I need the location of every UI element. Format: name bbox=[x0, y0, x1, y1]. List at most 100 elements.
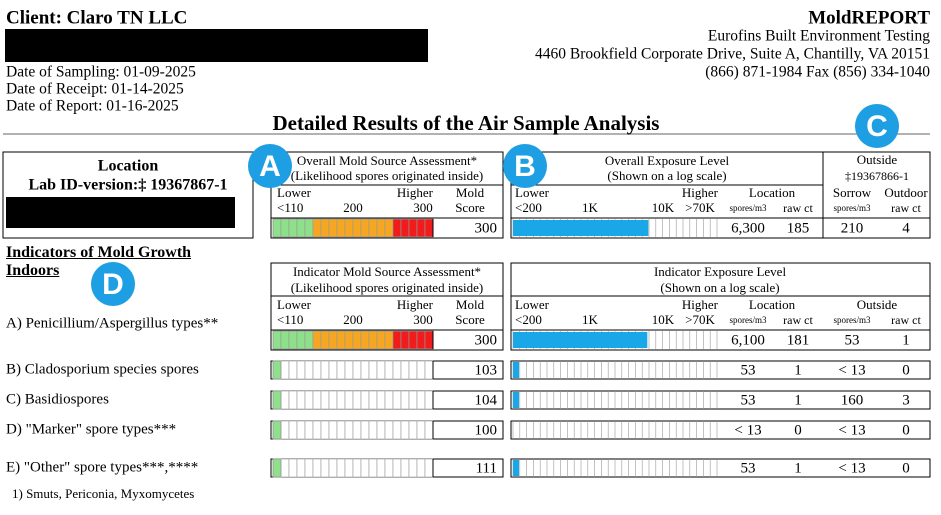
value: 0 bbox=[902, 422, 910, 438]
score-cell bbox=[376, 458, 386, 478]
score-cell bbox=[280, 360, 290, 380]
score-cell bbox=[392, 390, 402, 410]
callout bbox=[855, 104, 899, 148]
column-heading: Sorrow bbox=[833, 185, 872, 200]
row-box bbox=[510, 458, 931, 478]
row-box bbox=[510, 390, 931, 410]
value: 6,100 bbox=[731, 332, 765, 348]
score-cell bbox=[400, 218, 410, 238]
callout bbox=[91, 262, 135, 306]
score-cell bbox=[376, 330, 386, 350]
redaction bbox=[6, 197, 235, 228]
score-cell bbox=[344, 458, 354, 478]
score: 300 bbox=[475, 220, 498, 236]
score-cell bbox=[424, 420, 434, 440]
score-cell bbox=[328, 390, 338, 410]
label: Lower bbox=[277, 185, 312, 200]
score-cell bbox=[352, 360, 362, 380]
value: 1 bbox=[794, 460, 802, 476]
score-cell bbox=[336, 360, 346, 380]
score-cell bbox=[368, 458, 378, 478]
label: spores/m3 bbox=[834, 315, 871, 325]
exposure-fill bbox=[513, 220, 649, 236]
label: >70K bbox=[685, 200, 715, 215]
score-cell bbox=[416, 360, 426, 380]
score-cell bbox=[320, 390, 330, 410]
score-cell bbox=[312, 330, 322, 350]
label: <110 bbox=[277, 312, 303, 327]
value: < 13 bbox=[734, 422, 761, 438]
mold-box bbox=[270, 151, 504, 239]
label: 1K bbox=[582, 200, 599, 215]
score-cell bbox=[272, 458, 282, 478]
score-cell bbox=[336, 420, 346, 440]
score-cell bbox=[408, 390, 418, 410]
date: Date of Sampling: 01-09-2025 bbox=[6, 64, 196, 81]
row-label: C) Basidiospores bbox=[6, 391, 109, 407]
score-cell bbox=[376, 420, 386, 440]
score-cell bbox=[384, 360, 394, 380]
lab-id: Lab ID-version:‡ 19367867-1 bbox=[28, 177, 227, 194]
score-cell bbox=[392, 360, 402, 380]
score-cell bbox=[320, 360, 330, 380]
location-heading: Location bbox=[98, 158, 159, 175]
score-cell bbox=[272, 420, 282, 440]
row-box bbox=[510, 360, 931, 380]
callout-letter: A bbox=[259, 150, 281, 183]
score-cell bbox=[296, 218, 306, 238]
exposure-fill bbox=[513, 362, 519, 378]
label: spores/m3 bbox=[730, 315, 767, 325]
score-cell bbox=[360, 458, 370, 478]
exposure-fill bbox=[513, 392, 519, 408]
box-subtitle: (Likelihood spores originated inside) bbox=[291, 280, 483, 295]
label: 1K bbox=[582, 312, 599, 327]
value: 4 bbox=[902, 220, 910, 236]
score-cell bbox=[344, 390, 354, 410]
callout-letter: D bbox=[102, 268, 124, 301]
score-cell bbox=[352, 218, 362, 238]
score-cell bbox=[328, 218, 338, 238]
score-cell bbox=[312, 420, 322, 440]
value: 1 bbox=[794, 362, 802, 378]
label: Location bbox=[749, 297, 796, 312]
score-cell bbox=[408, 458, 418, 478]
exposure-fill bbox=[513, 460, 519, 476]
score-cell bbox=[336, 330, 346, 350]
phone: (866) 871-1984 Fax (856) 334-1040 bbox=[705, 64, 930, 81]
score: 104 bbox=[475, 392, 498, 408]
score-cell bbox=[304, 218, 314, 238]
score-cell bbox=[336, 218, 346, 238]
mold-box bbox=[270, 262, 504, 351]
score: 111 bbox=[476, 460, 497, 476]
score-cell bbox=[368, 330, 378, 350]
score-cell bbox=[280, 330, 290, 350]
label: 10K bbox=[652, 200, 675, 215]
score-cell bbox=[360, 360, 370, 380]
location-box bbox=[2, 151, 254, 239]
label: spores/m3 bbox=[834, 203, 871, 213]
score-cell bbox=[304, 360, 314, 380]
label: 10K bbox=[652, 312, 675, 327]
score-cell bbox=[320, 458, 330, 478]
score-cell bbox=[312, 390, 322, 410]
label: raw ct bbox=[891, 201, 921, 215]
label: <200 bbox=[515, 312, 542, 327]
label: Lower bbox=[515, 185, 550, 200]
footnote: 1) Smuts, Periconia, Myxomycetes bbox=[12, 486, 194, 501]
score-cell bbox=[328, 458, 338, 478]
score-cell bbox=[272, 218, 282, 238]
label: Higher bbox=[682, 297, 719, 312]
score-cell bbox=[424, 458, 434, 478]
score-cell bbox=[360, 330, 370, 350]
score-cell bbox=[288, 218, 298, 238]
score-cell bbox=[296, 330, 306, 350]
score-cell bbox=[400, 330, 410, 350]
score-cell bbox=[392, 218, 402, 238]
score-fill bbox=[272, 420, 282, 440]
column-heading: Outdoor bbox=[884, 185, 928, 200]
value: < 13 bbox=[838, 460, 865, 476]
score-cell bbox=[320, 420, 330, 440]
score-cell bbox=[312, 458, 322, 478]
